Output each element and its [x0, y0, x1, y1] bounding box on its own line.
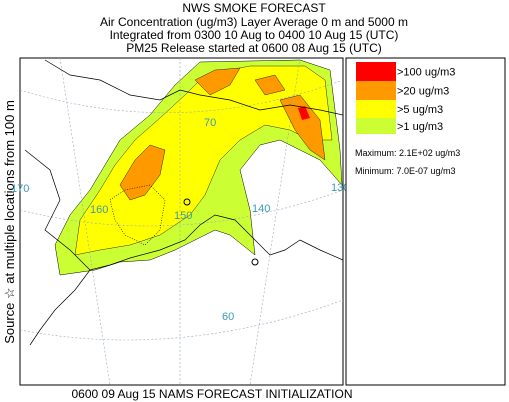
lon-label: 150 — [174, 210, 192, 222]
subtitle: PM25 Release started at 0600 08 Aug 15 (… — [126, 41, 381, 55]
legend-swatch — [356, 81, 396, 100]
legend-label: >5 ug/m3 — [397, 104, 443, 116]
plume-gt20 — [119, 67, 326, 201]
source-label: Source ☆ at multiple locations from 100 … — [2, 100, 17, 344]
legend-swatch — [356, 118, 396, 134]
lat-label: 70 — [204, 117, 216, 129]
subtitle: Integrated from 0300 10 Aug to 0400 10 A… — [110, 28, 399, 42]
plume-gt100 — [298, 106, 310, 120]
legend-label: >1 ug/m3 — [397, 121, 443, 133]
footer: 0600 09 Aug 15 NAMS FORECAST INITIALIZAT… — [72, 387, 353, 401]
minimum: Minimum: 7.0E-07 ug/m3 — [355, 166, 456, 176]
legend-swatch — [356, 100, 396, 118]
subtitle: Air Concentration (ug/m3) Layer Average … — [100, 15, 408, 29]
legend-label: >20 ug/m3 — [397, 86, 449, 98]
lat-label: 60 — [222, 311, 234, 323]
lon-label: 130 — [331, 182, 349, 194]
maximum: Maximum: 2.1E+02 ug/m3 — [355, 148, 460, 158]
lon-label: 160 — [90, 204, 108, 216]
plume-gt5 — [74, 65, 333, 256]
legend-label: >100 ug/m3 — [397, 67, 455, 79]
lon-label: 170 — [11, 183, 29, 195]
legend-swatch — [356, 62, 396, 81]
map: 170 160 150 140 130 70 60 — [11, 57, 349, 386]
lon-label: 140 — [252, 203, 270, 215]
legend: Maximum: 2.1E+02 ug/m3 Minimum: 7.0E-07 … — [345, 57, 506, 386]
title: NWS SMOKE FORECAST — [182, 1, 326, 15]
